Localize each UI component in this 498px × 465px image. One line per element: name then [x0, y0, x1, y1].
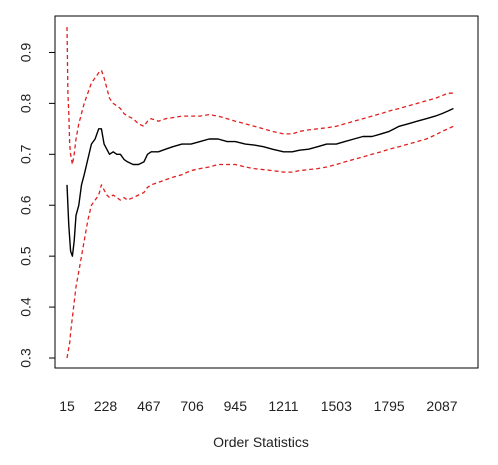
series-layer	[66, 26, 454, 359]
x-tick-label: 15	[59, 398, 75, 414]
x-tick-label: 945	[224, 398, 248, 414]
estimate-series-line	[66, 107, 454, 257]
x-tick-label: 706	[180, 398, 204, 414]
x-tick-label: 228	[94, 398, 118, 414]
x-axis: 15 228 467 706 945 1211 1503 1795 2087	[59, 398, 458, 414]
y-tick-label: 0.5	[18, 246, 34, 266]
x-tick-label: 2087	[426, 398, 457, 414]
x-tick-label: 1503	[321, 398, 352, 414]
y-tick-label: 0.9	[18, 43, 34, 63]
x-axis-label: Order Statistics	[213, 434, 309, 450]
y-tick-label: 0.7	[18, 144, 34, 164]
y-tick-label: 0.4	[18, 297, 34, 317]
x-tick-label: 467	[137, 398, 161, 414]
plot-frame	[54, 15, 479, 369]
y-axis: 0.3 0.4 0.5 0.6 0.7 0.8 0.9	[18, 43, 56, 368]
y-tick-label: 0.3	[18, 348, 34, 368]
lower-bound-series-line	[66, 125, 454, 359]
y-tick-label: 0.8	[18, 93, 34, 113]
x-tick-label: 1211	[268, 398, 298, 414]
y-tick-label: 0.6	[18, 195, 34, 215]
x-tick-label: 1795	[374, 398, 405, 414]
upper-bound-series-line	[66, 26, 454, 166]
